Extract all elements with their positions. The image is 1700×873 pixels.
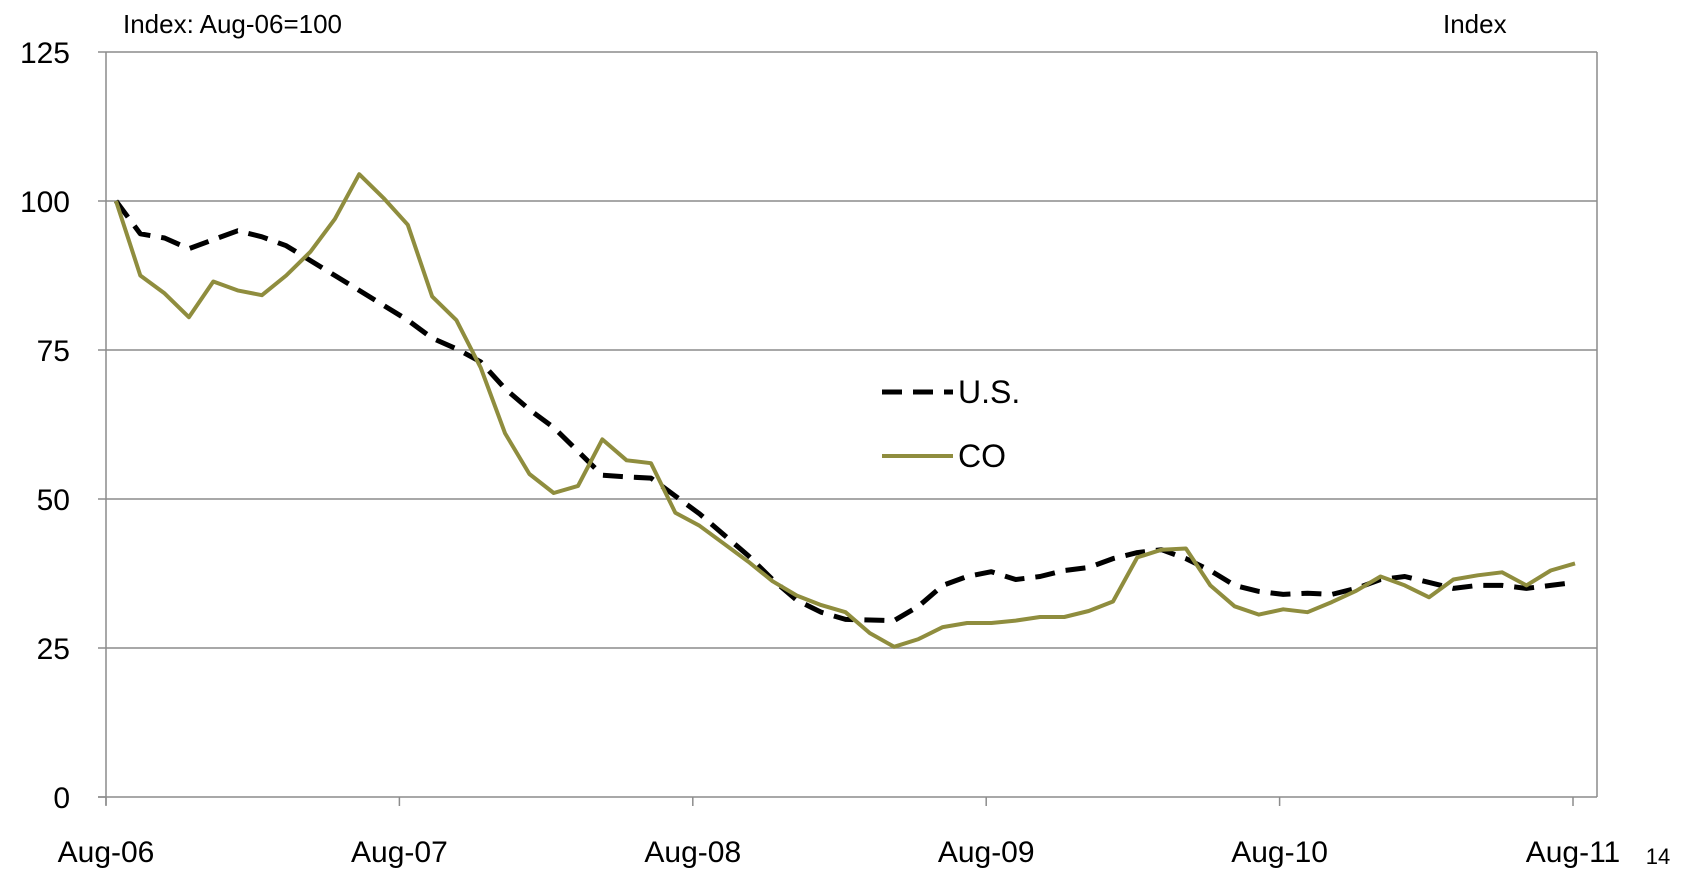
left-axis-caption: Index: Aug-06=100 <box>123 9 342 39</box>
x-tick-label: Aug-08 <box>644 836 741 869</box>
x-tick-label: Aug-11 <box>1526 836 1621 869</box>
series-lines <box>113 172 1576 649</box>
x-tick-label: Aug-09 <box>938 836 1035 869</box>
y-tick-label: 0 <box>53 782 70 815</box>
y-tick-label: 25 <box>37 633 70 666</box>
x-tick-label: Aug-07 <box>351 836 448 869</box>
legend: U.S. CO <box>882 374 1020 474</box>
series-line-us <box>113 199 1576 624</box>
series-line-co <box>114 172 1576 649</box>
x-tick-label: Aug-06 <box>58 836 155 869</box>
right-axis-caption: Index <box>1443 9 1507 39</box>
legend-label-co: CO <box>958 438 1006 474</box>
y-tick-label: 125 <box>20 37 70 70</box>
legend-label-us: U.S. <box>958 374 1020 410</box>
tick-labels: 0 25 50 75 100 125 Aug-06 Aug-07 Aug-08 Aug-09 Aug… <box>20 37 1620 869</box>
axes <box>98 51 1598 806</box>
y-tick-label: 50 <box>37 484 70 517</box>
y-tick-label: 100 <box>20 186 70 219</box>
y-tick-label: 75 <box>37 335 70 368</box>
x-tick-label: Aug-10 <box>1231 836 1328 869</box>
gridlines <box>106 51 1597 649</box>
page-number: 14 <box>1646 844 1670 869</box>
